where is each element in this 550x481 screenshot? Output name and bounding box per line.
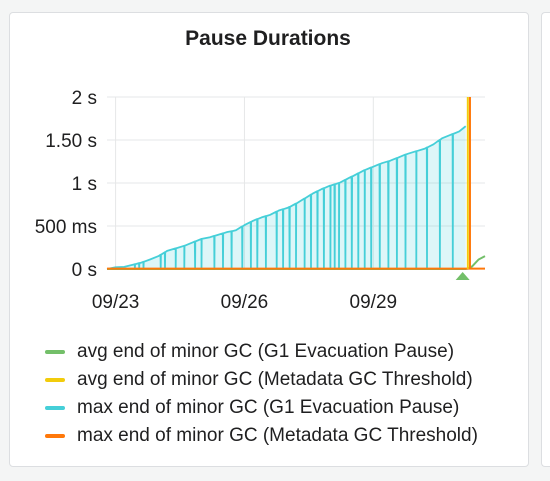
legend-swatch — [45, 378, 65, 382]
legend-swatch — [45, 350, 65, 354]
max-g1-evacuation-line — [106, 125, 467, 270]
legend-item-max-metadata-gc[interactable]: max end of minor GC (Metadata GC Thresho… — [45, 422, 517, 450]
y-tick-label: 1 s — [72, 174, 97, 195]
panel-title[interactable]: Pause Durations — [185, 27, 351, 50]
legend-swatch — [45, 406, 65, 410]
adjacent-panel-edge — [541, 12, 550, 467]
chart-series-lines[interactable] — [106, 97, 486, 270]
annotation-markers — [455, 272, 470, 280]
legend-label: avg end of minor GC (Metadata GC Thresho… — [77, 369, 473, 390]
x-axis-tick-labels: 09/23 09/26 09/29 — [92, 292, 397, 313]
legend-label: max end of minor GC (G1 Evacuation Pause… — [77, 397, 460, 418]
y-axis-tick-labels: 0 s 500 ms 1 s 1.50 s 2 s — [35, 88, 97, 281]
y-tick-label: 2 s — [72, 88, 97, 109]
legend-label: max end of minor GC (Metadata GC Thresho… — [77, 425, 478, 446]
x-tick-label: 09/29 — [350, 292, 398, 313]
legend-item-max-g1-evacuation[interactable]: max end of minor GC (G1 Evacuation Pause… — [45, 394, 517, 422]
legend-item-avg-metadata-gc[interactable]: avg end of minor GC (Metadata GC Thresho… — [45, 366, 517, 394]
max-g1-area-fill — [107, 126, 466, 269]
legend-label: avg end of minor GC (G1 Evacuation Pause… — [77, 341, 455, 362]
legend-swatch — [45, 434, 65, 438]
pause-durations-panel — [9, 12, 529, 467]
x-tick-label: 09/26 — [221, 292, 269, 313]
pause-durations-chart: 0 s 500 ms 1 s 1.50 s 2 s 09/23 09/26 09/29 — [35, 88, 486, 313]
chart-area-fills — [107, 126, 466, 269]
chart-legend: avg end of minor GC (G1 Evacuation Pause… — [45, 338, 517, 450]
x-tick-label: 09/23 — [92, 292, 140, 313]
annotation-marker — [455, 272, 470, 280]
y-tick-label: 500 ms — [35, 217, 97, 238]
legend-item-avg-g1-evacuation[interactable]: avg end of minor GC (G1 Evacuation Pause… — [45, 338, 517, 366]
y-tick-label: 1.50 s — [45, 131, 97, 152]
y-tick-label: 0 s — [72, 260, 97, 281]
